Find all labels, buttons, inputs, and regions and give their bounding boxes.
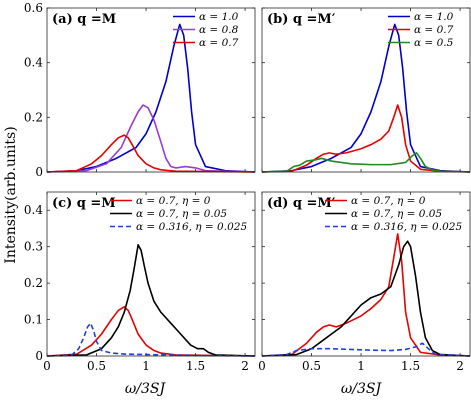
x-tick-label: 1.5 [186, 359, 205, 373]
y-tick-label: 0 [35, 349, 43, 363]
plot-area [262, 8, 470, 172]
plot-area [47, 8, 255, 172]
x-tick-label: 2 [456, 359, 464, 373]
x-tick-label: 0.5 [302, 359, 321, 373]
panel-label: (b) q =M′ [267, 12, 336, 27]
panel-2: (b) q =M′ α = 1.0α = 0.7α = 0.5 [261, 7, 471, 173]
legend-entry: α = 0.316, η = 0.025 [136, 221, 247, 233]
series-line-2 [46, 104, 256, 173]
legend-entry: α = 0.7 [414, 24, 454, 36]
plot-area [47, 192, 255, 356]
legend-entry: α = 0.8 [199, 24, 239, 36]
axes-frame [261, 191, 471, 357]
series-line-2 [46, 244, 256, 357]
panel-3: 0 0.5 1 1.5 2 0 0.1 0.2 0.3 0.4 (c) q =M α = 0.7, η… [24, 191, 256, 373]
panel-4: 0 0.5 1 1.5 2 (d) q =M′ α = 0.7, η = 0α = 0.7,… [258, 191, 471, 373]
x-tick-label: 1 [142, 359, 150, 373]
series-line-3 [261, 152, 471, 173]
legend-entry: α = 0.7, η = 0 [136, 195, 211, 207]
plot-area [262, 192, 470, 356]
panel-label: (d) q =M′ [267, 196, 336, 211]
legend-entry: α = 0.7 [199, 37, 239, 49]
legend-entry: α = 0.7, η = 0.05 [136, 208, 227, 220]
series-line-3 [261, 342, 471, 357]
series-line-3 [46, 134, 256, 173]
x-axis-label-left: ω/3SJ [125, 381, 167, 397]
y-tick-label: 0.4 [24, 56, 43, 70]
legend-entry: α = 0.7, η = 0 [351, 195, 426, 207]
x-axis-label-right: ω/3SJ [341, 381, 383, 397]
x-tick-label: 0.5 [87, 359, 106, 373]
legend-entry: α = 1.0 [199, 11, 239, 23]
y-axis-label: Intensity(arb.units) [3, 126, 19, 263]
series-line-1 [46, 305, 256, 357]
axes-frame [46, 7, 256, 173]
y-tick-label: 0.2 [24, 276, 43, 290]
y-tick-label: 0.1 [24, 313, 43, 327]
legend-entry: α = 0.7, η = 0.05 [351, 208, 442, 220]
x-tick-label: 1.5 [401, 359, 420, 373]
y-tick-label: 0.2 [24, 110, 43, 124]
series-line-3 [46, 322, 256, 357]
y-tick-label: 0.4 [24, 203, 43, 217]
x-tick-label: 1 [357, 359, 365, 373]
y-tick-label: 0.6 [24, 1, 43, 15]
panel-label: (a) q =M [52, 12, 116, 27]
legend-entry: α = 1.0 [414, 11, 454, 23]
y-tick-label: 0 [35, 165, 43, 179]
x-tick-label: 0 [43, 359, 51, 373]
y-tick-label: 0.3 [24, 240, 43, 254]
legend-entry: α = 0.316, η = 0.025 [351, 221, 462, 233]
axes-frame [261, 7, 471, 173]
legend-entry: α = 0.5 [414, 37, 454, 49]
series-line-1 [261, 233, 471, 357]
axes-frame [46, 191, 256, 357]
x-tick-label: 2 [241, 359, 249, 373]
x-tick-label: 0 [258, 359, 266, 373]
series-line-2 [261, 240, 471, 357]
series-line-1 [261, 23, 471, 173]
panel-label: (c) q =M [52, 196, 116, 211]
panel-1: 0 0.2 0.4 0.6 (a) q =M α = 1.0α = 0.8α = 0.7 [24, 1, 256, 179]
